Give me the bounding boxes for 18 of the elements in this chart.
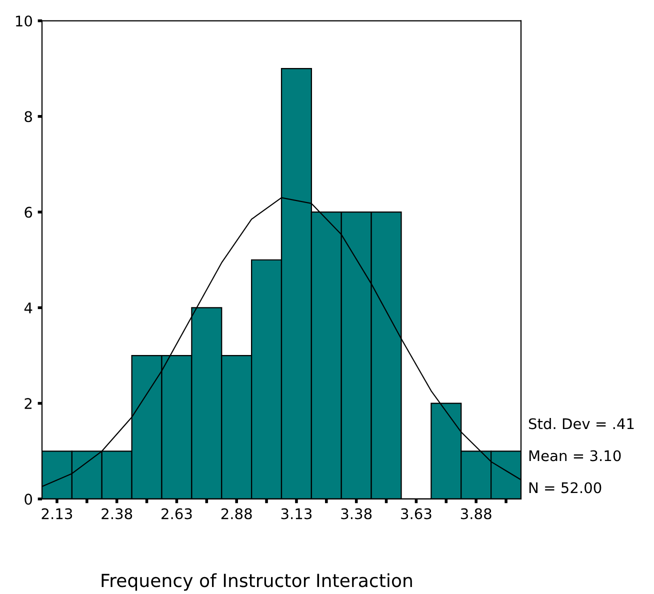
x-axis-title: Frequency of Instructor Interaction xyxy=(102,573,412,591)
y-tick-label: 2 xyxy=(24,398,32,409)
x-tick-label: 2.38 xyxy=(102,508,132,520)
y-tick-label: 0 xyxy=(24,494,32,505)
y-tick-label: 10 xyxy=(16,16,32,27)
text: Mean = 3.10 xyxy=(529,450,621,462)
x-tick-label: 2.13 xyxy=(42,508,72,520)
y-tick-label: 6 xyxy=(24,206,32,218)
x-tick-label: 3.38 xyxy=(341,508,372,520)
y-tick-label: 4 xyxy=(24,302,32,314)
text: Std. Dev = .41 xyxy=(528,418,634,430)
x-tick-label: 3.88 xyxy=(460,508,492,520)
text: N = 52.00 xyxy=(529,482,602,494)
y-tick-label: 8 xyxy=(24,111,32,122)
x-tick-label: 3.13 xyxy=(281,508,312,520)
x-tick-label: 2.63 xyxy=(162,508,192,520)
x-tick-label: 3.63 xyxy=(401,508,432,520)
x-tick-label: 2.88 xyxy=(221,508,252,520)
